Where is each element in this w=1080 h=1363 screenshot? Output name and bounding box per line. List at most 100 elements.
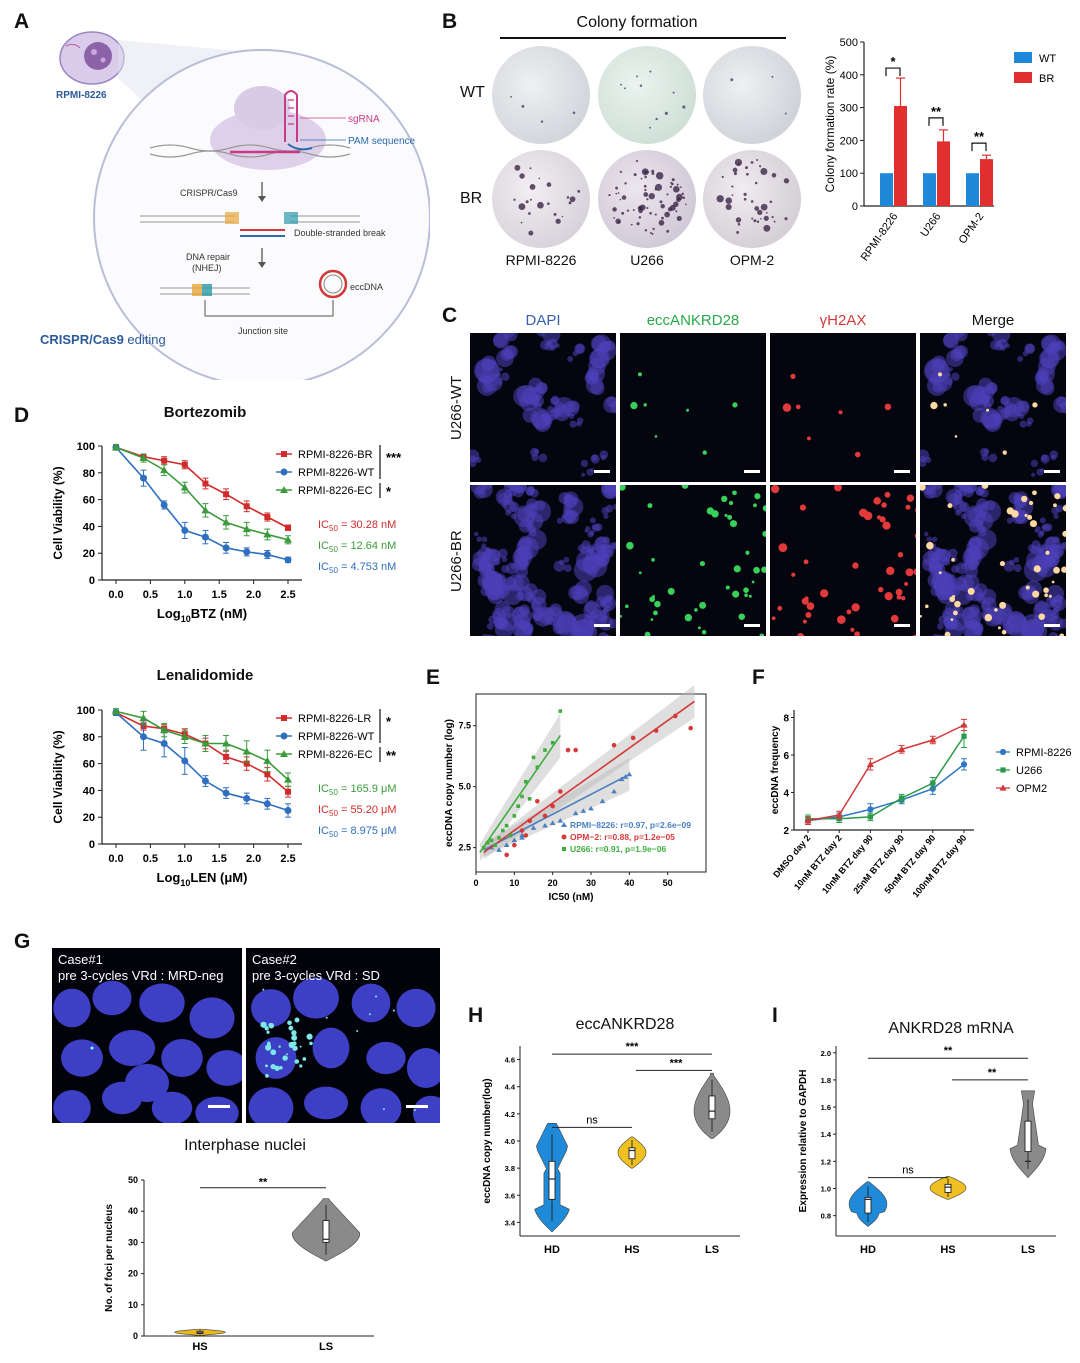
scale-bar <box>594 624 610 627</box>
data-point <box>516 804 520 808</box>
colocalized-spot <box>1032 490 1037 496</box>
nucleus <box>53 1089 91 1123</box>
colony-dot <box>654 188 657 191</box>
d2-title: Lenalidomide <box>156 667 254 684</box>
bar-br <box>894 105 907 206</box>
gh2ax-spot <box>803 559 809 565</box>
nucleus-blob <box>925 485 943 498</box>
nucleus <box>109 1030 155 1066</box>
colony-dot <box>659 200 663 204</box>
colony-dot <box>731 185 734 188</box>
nucleus-blob <box>556 517 563 524</box>
nucleus-blob <box>1048 631 1059 636</box>
nucleus-blob <box>493 333 508 348</box>
nucleus-blob <box>932 633 939 636</box>
colony-dot <box>528 212 531 215</box>
gh2ax-spot <box>797 633 805 636</box>
nucleus-blob <box>547 338 558 349</box>
foci-spot <box>375 995 378 998</box>
nucleus-blob <box>474 456 482 464</box>
nucleus-blob <box>1003 560 1015 572</box>
gh2ax-spot <box>878 586 884 593</box>
colony-dot <box>716 195 724 203</box>
panel-label-d: D <box>14 404 30 427</box>
colony-dot <box>651 172 655 175</box>
y-tick-label: 100 <box>77 441 95 453</box>
data-point <box>527 818 532 824</box>
nucleus-blob <box>531 607 545 621</box>
significance-mark: * <box>890 54 896 69</box>
nucleus <box>139 983 185 1023</box>
foci-spot <box>262 988 265 991</box>
data-point <box>549 820 556 826</box>
colocalized-spot <box>953 610 958 616</box>
ic50-label: IC50 = 55.20 μM <box>318 804 397 818</box>
nucleus-blob <box>943 333 958 348</box>
nucleus-blob <box>1037 365 1055 383</box>
gh2ax-spot <box>846 609 852 615</box>
legend-marker <box>280 732 288 740</box>
nucleus-blob <box>995 417 1001 423</box>
x-tick-label: 1.0 <box>177 853 192 865</box>
gh2ax-spot <box>873 497 881 505</box>
ecc-spot <box>702 450 707 455</box>
colony-dot <box>745 166 748 170</box>
y-tick-label: 10 <box>128 1300 138 1310</box>
colocalized-spot <box>1001 629 1007 635</box>
nucleus-blob <box>1006 517 1013 524</box>
colony-dot <box>525 200 529 204</box>
nucleus-blob <box>926 375 948 396</box>
data-point <box>930 780 936 786</box>
nucleus-blob <box>1036 547 1045 555</box>
repair-label-1: DNA repair <box>186 252 230 262</box>
nucleus-blob <box>486 634 493 636</box>
nucleus <box>312 1027 350 1069</box>
ecc-spot <box>732 590 740 598</box>
nucleus-blob <box>510 513 517 520</box>
nucleus-blob <box>1013 556 1020 563</box>
gh2ax-spot <box>777 605 783 611</box>
bar-br <box>980 159 993 206</box>
colony-dot <box>753 219 757 223</box>
significance-mark: ** <box>931 104 942 119</box>
nucleus <box>351 983 391 1023</box>
gh2ax-spot <box>901 596 906 601</box>
data-point <box>531 755 536 760</box>
nucleus-blob <box>501 372 510 381</box>
colony-dot <box>651 232 654 235</box>
h-title: eccANKRD28 <box>575 1016 675 1033</box>
colony-dot <box>746 172 749 176</box>
ic50-label: IC50 = 12.64 nM <box>318 540 396 554</box>
nucleus-blob <box>584 529 589 533</box>
data-point <box>139 714 148 722</box>
nucleus-blob <box>590 454 600 464</box>
nucleus-blob <box>967 618 978 630</box>
nucleus-blob <box>545 417 551 423</box>
colony-dot <box>743 197 747 201</box>
ecc-spot <box>744 593 748 598</box>
data-point <box>222 518 231 526</box>
colocalized-spot <box>1024 513 1028 517</box>
colocalized-spot <box>954 600 961 608</box>
y-tick-label: 4.6 <box>505 1056 515 1065</box>
colony-dot <box>672 91 675 94</box>
foci-spot <box>299 1064 303 1068</box>
colony-dot <box>652 227 655 231</box>
nucleus-blob <box>540 412 547 419</box>
ecc-spot <box>650 618 654 621</box>
colony-dot <box>671 182 674 186</box>
colony-dot <box>617 192 620 194</box>
y-tick-label: 2.5 <box>458 843 471 853</box>
nucleus-blob <box>946 349 964 368</box>
nucleus <box>161 1038 203 1078</box>
nucleus-blob <box>1013 564 1022 573</box>
colony-dot <box>528 230 534 236</box>
nucleus-blob <box>1044 523 1053 532</box>
eccdna-label: eccDNA <box>350 282 383 292</box>
gh2ax-spot <box>851 603 860 612</box>
nucleus-blob <box>951 502 957 508</box>
fit-line <box>483 700 695 854</box>
data-point <box>242 747 251 755</box>
colocalized-spot <box>1059 633 1065 636</box>
colony-dot <box>643 184 647 188</box>
